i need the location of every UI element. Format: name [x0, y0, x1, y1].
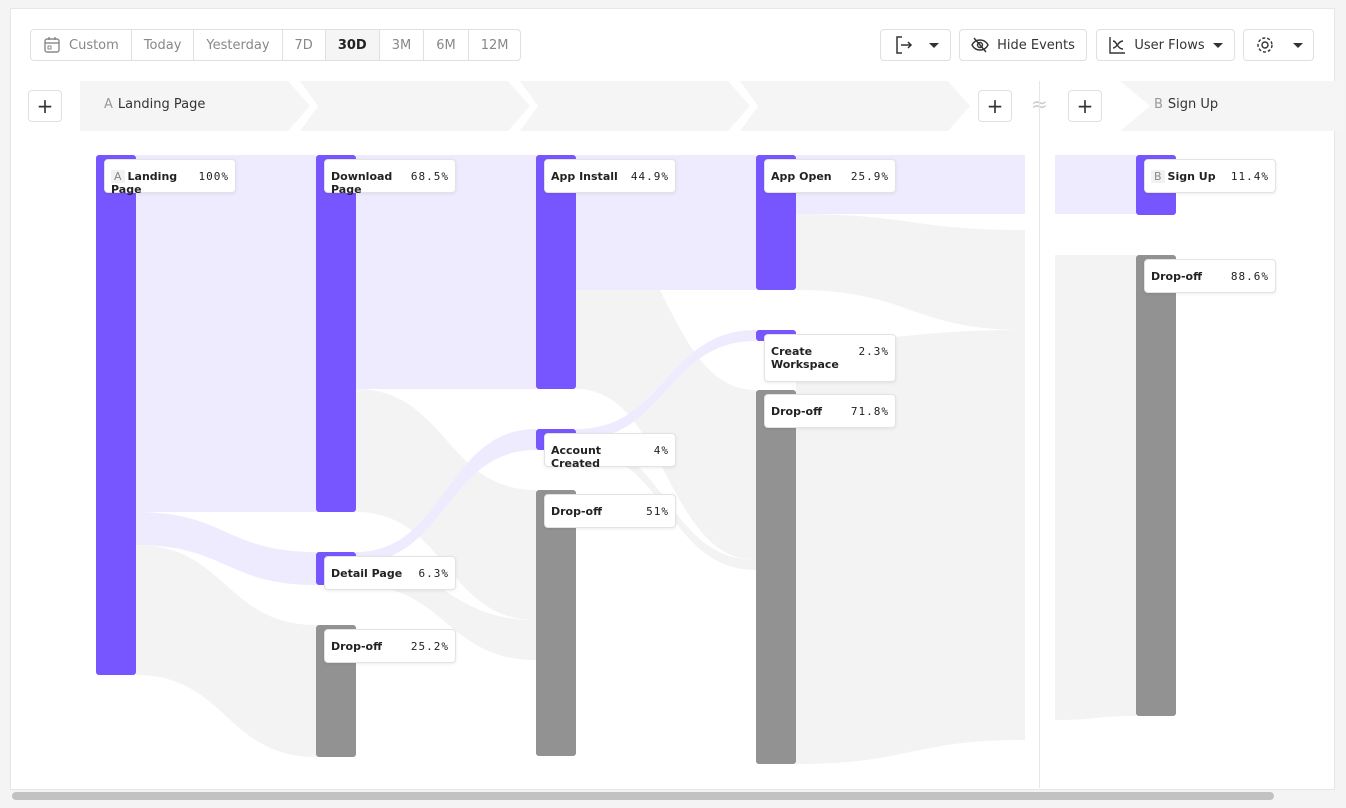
export-button[interactable]: [880, 29, 951, 61]
node-percent: 44.9%: [630, 170, 669, 183]
node-label: App Open: [771, 170, 832, 183]
range-custom-label: Custom: [69, 37, 119, 53]
node-card-d2[interactable]: Drop-off 25.2%: [324, 629, 456, 663]
node-card-ai[interactable]: App Install 44.9%: [544, 159, 676, 193]
node-label: Create Workspace: [771, 345, 851, 371]
node-percent: 88.6%: [1230, 270, 1269, 283]
chevron-down-icon: [1292, 42, 1303, 48]
node-name: App Open: [771, 170, 832, 183]
settings-button[interactable]: [1243, 29, 1314, 61]
horizontal-scrollbar[interactable]: [12, 792, 1274, 800]
flows-icon: [1109, 37, 1126, 54]
node-card-d5[interactable]: Drop-off 88.6%: [1144, 259, 1276, 293]
node-label: Account Created: [551, 444, 654, 470]
step-header-b[interactable]: B Sign Up: [1120, 81, 1345, 131]
step-letter: A: [111, 170, 125, 183]
node-label: App Install: [551, 170, 618, 183]
range-12m[interactable]: 12M: [480, 37, 509, 53]
plus-icon: +: [36, 94, 54, 118]
step-label: Sign Up: [1167, 97, 1219, 112]
range-30d[interactable]: 30D: [325, 30, 380, 60]
node-label: B Sign Up: [1151, 170, 1216, 183]
node-name: Landing Page: [111, 170, 178, 196]
node-percent: 71.8%: [850, 405, 889, 418]
plus-icon: +: [1076, 94, 1094, 118]
node-label: A Landing Page: [111, 170, 199, 196]
step-header-a[interactable]: A Landing Page: [80, 81, 310, 131]
range-custom[interactable]: Custom: [31, 30, 132, 60]
gear-icon: [1256, 37, 1273, 53]
add-step-before-b-button[interactable]: +: [1068, 90, 1102, 122]
chevron-down-icon: [928, 42, 939, 48]
node-percent: 2.3%: [858, 345, 889, 358]
node-name: Drop-off: [1151, 270, 1203, 283]
range-yesterday[interactable]: Yesterday: [194, 30, 283, 60]
calendar-icon: [44, 37, 60, 53]
step-header-2[interactable]: [300, 81, 530, 131]
node-name: Account Created: [551, 444, 602, 470]
user-flows-dropdown[interactable]: User Flows: [1096, 29, 1235, 61]
step-letter: A: [104, 97, 113, 112]
node-label: Detail Page: [331, 567, 402, 580]
node-name: Create Workspace: [771, 345, 839, 371]
node-label: Drop-off: [771, 405, 822, 418]
add-step-before-button[interactable]: +: [28, 90, 62, 122]
hide-events-label: Hide Events: [997, 37, 1075, 53]
gap-divider: [1039, 81, 1040, 788]
node-card-det[interactable]: Detail Page 6.3%: [324, 556, 456, 590]
add-step-after-button[interactable]: +: [978, 90, 1012, 122]
node-percent: 25.2%: [410, 640, 449, 653]
hide-events-button[interactable]: Hide Events: [959, 29, 1087, 61]
node-card-ac[interactable]: Account Created 4%: [544, 433, 676, 470]
node-percent: 25.9%: [850, 170, 889, 183]
step-header-4[interactable]: [740, 81, 970, 131]
node-label: Drop-off: [1151, 270, 1202, 283]
export-icon: [895, 36, 912, 54]
step-letter: B: [1151, 170, 1165, 183]
node-label: Drop-off: [331, 640, 382, 653]
node-percent: 100%: [198, 170, 229, 183]
node-label: Drop-off: [551, 505, 602, 518]
user-flows-label: User Flows: [1134, 37, 1205, 53]
node-name: Download Page: [331, 170, 393, 196]
range-6m[interactable]: 6M: [424, 30, 469, 60]
node-card-dp[interactable]: Download Page 68.5%: [324, 159, 456, 196]
range-7d[interactable]: 7D: [283, 30, 326, 60]
node-card-d4[interactable]: Drop-off 71.8%: [764, 394, 896, 428]
node-name: Sign Up: [1167, 170, 1216, 183]
node-card-ao[interactable]: App Open 25.9%: [764, 159, 896, 193]
node-percent: 6.3%: [418, 567, 449, 580]
range-today[interactable]: Today: [132, 30, 195, 60]
node-card-su[interactable]: B Sign Up 11.4%: [1144, 159, 1276, 193]
node-name: Drop-off: [771, 405, 823, 418]
node-name: Detail Page: [331, 567, 403, 580]
chevron-down-icon: [1212, 42, 1223, 48]
step-header-3[interactable]: [520, 81, 750, 131]
node-name: Drop-off: [551, 505, 603, 518]
node-percent: 11.4%: [1230, 170, 1269, 183]
node-card-cw[interactable]: Create Workspace 2.3%: [764, 334, 896, 382]
node-percent: 51%: [646, 505, 669, 518]
node-percent: 68.5%: [410, 170, 449, 183]
node-card-d3[interactable]: Drop-off 51%: [544, 494, 676, 528]
range-3m[interactable]: 3M: [380, 30, 425, 60]
plus-icon: +: [986, 94, 1004, 118]
step-letter: B: [1154, 97, 1163, 112]
node-label: Download Page: [331, 170, 411, 196]
date-range-selector[interactable]: Custom Today Yesterday 7D 30D 3M 6M 12M: [30, 29, 522, 61]
node-name: App Install: [551, 170, 618, 183]
node-name: Drop-off: [331, 640, 383, 653]
node-card-lp[interactable]: A Landing Page 100%: [104, 159, 236, 196]
step-label: Landing Page: [117, 97, 206, 112]
node-percent: 4%: [653, 444, 669, 457]
eye-off-icon: [971, 37, 989, 53]
